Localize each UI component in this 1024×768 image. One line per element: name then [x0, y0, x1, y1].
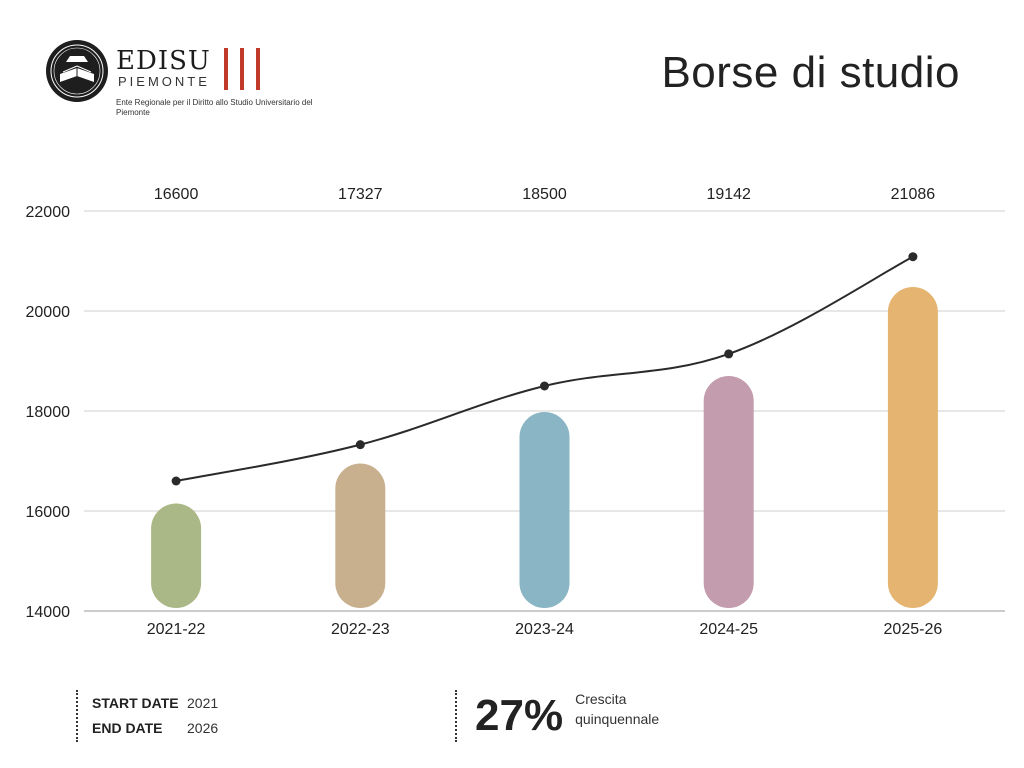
x-tick-label: 2021-22 — [147, 621, 206, 638]
x-tick-label: 2022-23 — [331, 621, 390, 638]
x-tick-label: 2025-26 — [884, 621, 943, 638]
bar — [703, 376, 754, 608]
book-seal-icon — [46, 40, 108, 102]
data-point — [908, 252, 918, 262]
growth-value: 27% — [475, 691, 564, 740]
data-label: 17327 — [338, 186, 383, 203]
edisu-logo: EDISU PIEMONTE Ente Regionale per il Dir… — [44, 38, 313, 120]
data-label: 21086 — [891, 186, 936, 203]
y-tick-label: 18000 — [26, 404, 71, 421]
bar — [887, 287, 938, 608]
y-tick-label: 16000 — [26, 504, 71, 521]
start-date-value: 2021 — [187, 694, 219, 711]
data-point — [171, 476, 181, 486]
y-tick-label: 20000 — [26, 304, 71, 321]
growth-summary: 27% Crescita quinquennale — [455, 690, 685, 742]
logo-tagline: Ente Regionale per il Diritto allo Studi… — [116, 98, 313, 117]
end-date-value: 2026 — [187, 719, 219, 736]
data-label: 18500 — [522, 186, 567, 203]
page-title: Borse di studio — [661, 48, 960, 97]
logo-bars-icon — [224, 48, 260, 90]
logo-subname: PIEMONTE — [118, 74, 210, 89]
growth-label: Crescita quinquennale — [575, 691, 660, 727]
date-range: START DATE 2021 END DATE 2026 — [76, 690, 218, 742]
end-date-label: END DATE — [92, 719, 163, 736]
start-date-label: START DATE — [92, 694, 179, 711]
data-point — [355, 440, 365, 450]
bar — [151, 503, 202, 608]
logo-name: EDISU — [116, 46, 211, 76]
start-date-row: START DATE 2021 — [92, 690, 218, 715]
x-tick-label: 2024-25 — [699, 621, 758, 638]
bar — [519, 412, 570, 608]
end-date-row: END DATE 2026 — [92, 715, 218, 740]
x-tick-label: 2023-24 — [515, 621, 574, 638]
data-point — [540, 381, 549, 391]
data-label: 19142 — [706, 186, 751, 203]
bar — [335, 463, 386, 608]
data-label: 16600 — [154, 186, 199, 203]
y-tick-label: 22000 — [26, 204, 71, 221]
y-tick-label: 14000 — [26, 604, 71, 621]
data-point — [724, 349, 734, 359]
